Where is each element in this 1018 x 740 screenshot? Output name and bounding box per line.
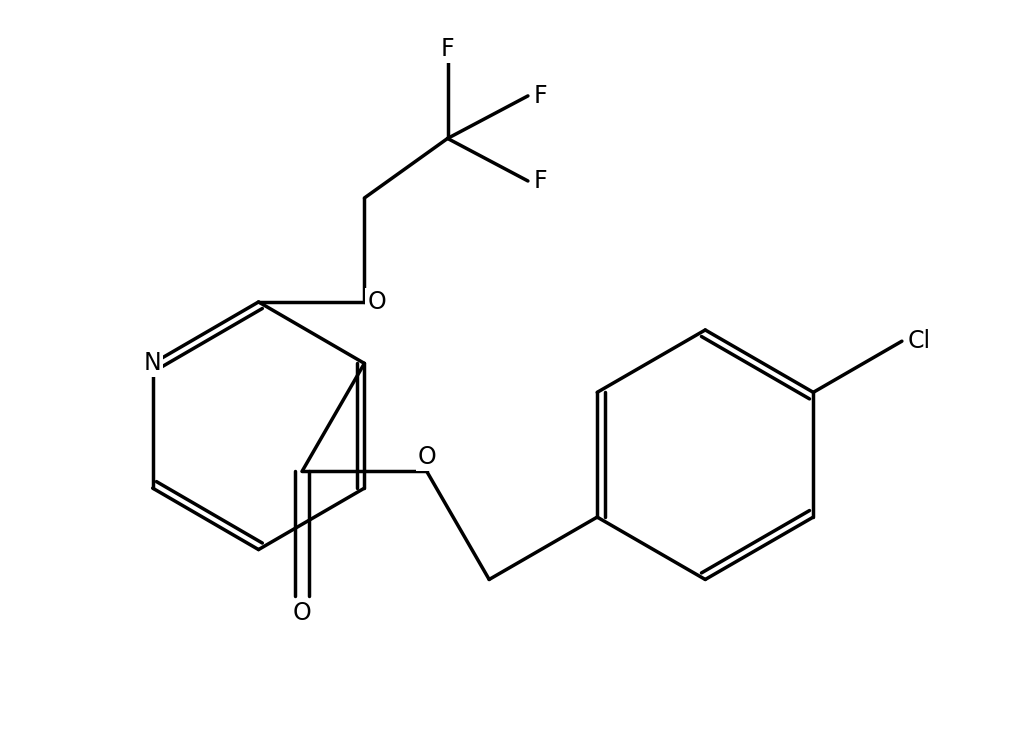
Text: Cl: Cl bbox=[907, 329, 930, 353]
Text: F: F bbox=[533, 84, 547, 108]
Text: F: F bbox=[533, 169, 547, 193]
Text: O: O bbox=[417, 445, 436, 469]
Text: N: N bbox=[144, 352, 162, 375]
Text: O: O bbox=[367, 290, 386, 314]
Text: F: F bbox=[441, 37, 454, 61]
Text: O: O bbox=[292, 601, 312, 625]
